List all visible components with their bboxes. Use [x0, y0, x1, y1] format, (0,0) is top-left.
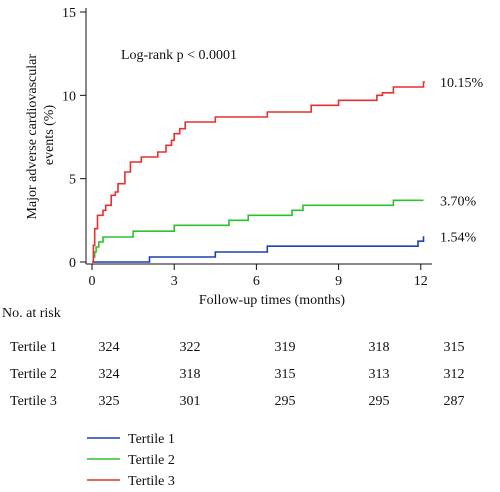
risk-cell: 295 — [275, 394, 296, 409]
risk-cell: 301 — [180, 394, 201, 409]
y-axis-label-line-2: events (%) — [42, 105, 57, 166]
x-tick-label: 0 — [89, 274, 96, 289]
legend-label: Tertile 3 — [128, 474, 175, 489]
x-tick-label: 6 — [253, 274, 260, 289]
risk-table-title: No. at risk — [2, 306, 61, 321]
risk-cell: 315 — [275, 367, 296, 382]
y-tick-label: 5 — [69, 173, 76, 188]
risk-cell: 318 — [369, 340, 390, 355]
risk-cell: 324 — [99, 340, 120, 355]
y-tick-label: 0 — [69, 256, 76, 271]
legend-label: Tertile 1 — [128, 432, 175, 447]
risk-cell: 324 — [99, 367, 120, 382]
risk-cell: 312 — [444, 367, 465, 382]
curve-tertile-2 — [92, 199, 424, 263]
risk-row-label: Tertile 2 — [10, 367, 57, 382]
y-tick-label: 10 — [62, 89, 76, 104]
legend-label: Tertile 2 — [128, 453, 175, 468]
x-axis-label: Follow-up times (months) — [199, 293, 346, 308]
risk-cell: 322 — [180, 340, 201, 355]
end-label-tertile-2: 3.70% — [440, 194, 477, 209]
end-label-tertile-3: 10.15% — [440, 76, 484, 91]
risk-cell: 318 — [180, 367, 201, 382]
y-tick-label: 15 — [62, 6, 76, 21]
y-axis-label-line-1: Major adverse cardiovascular — [25, 54, 40, 220]
risk-cell: 295 — [369, 394, 390, 409]
curve-tertile-1 — [92, 236, 425, 263]
risk-row-label: Tertile 1 — [10, 340, 57, 355]
risk-cell: 287 — [444, 394, 465, 409]
y-axis-label: Major adverse cardiovascular events (%) — [25, 50, 57, 219]
x-tick-label: 9 — [335, 274, 342, 289]
legend: Tertile 1 Tertile 2 Tertile 3 — [87, 432, 175, 489]
risk-cell: 313 — [369, 367, 390, 382]
x-tick-label: 3 — [171, 274, 178, 289]
x-tick-label: 12 — [414, 274, 428, 289]
risk-cell: 319 — [275, 340, 296, 355]
risk-cell: 315 — [444, 340, 465, 355]
curve-tertile-3 — [92, 81, 425, 263]
end-label-tertile-1: 1.54% — [440, 230, 477, 245]
risk-cell: 325 — [99, 394, 120, 409]
log-rank-annotation: Log-rank p < 0.0001 — [121, 48, 237, 63]
risk-row-label: Tertile 3 — [10, 394, 57, 409]
